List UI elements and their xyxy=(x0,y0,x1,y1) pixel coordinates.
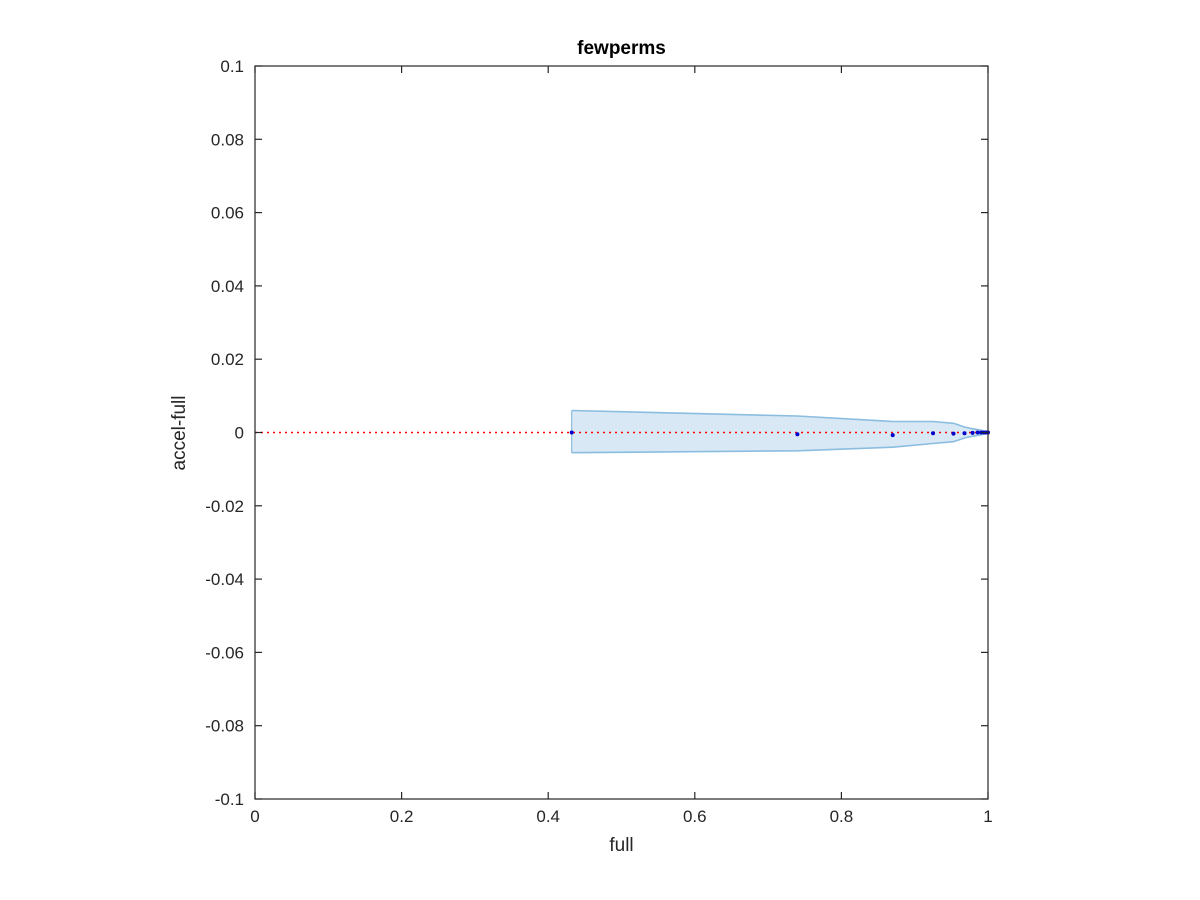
y-tick-label: 0.04 xyxy=(211,277,244,296)
y-tick-label: 0.08 xyxy=(211,130,244,149)
x-tick-label: 0.8 xyxy=(830,807,854,826)
y-tick-label: -0.02 xyxy=(205,497,244,516)
data-point xyxy=(569,430,574,435)
x-tick-label: 0.4 xyxy=(536,807,560,826)
data-point xyxy=(970,430,975,435)
data-point xyxy=(975,430,980,435)
y-axis-label: accel-full xyxy=(169,396,190,471)
y-axis: 0.1 0.08 0.06 0.04 0.02 0 -0.02 -0.04 -0.06 -0.08… xyxy=(205,57,988,809)
y-tick-label: 0.06 xyxy=(211,204,244,223)
y-tick-label: -0.08 xyxy=(205,717,244,736)
x-tick-label: 1 xyxy=(983,807,992,826)
y-tick-label: -0.04 xyxy=(205,570,244,589)
data-point xyxy=(890,433,895,438)
y-tick-label: -0.06 xyxy=(205,643,244,662)
y-tick-label: 0.02 xyxy=(211,350,244,369)
y-tick-label: 0.1 xyxy=(220,57,244,76)
x-tick-label: 0.2 xyxy=(390,807,414,826)
y-tick-label: -0.1 xyxy=(215,790,244,809)
x-axis: 0 0.2 0.4 0.6 0.8 1 xyxy=(250,66,993,826)
x-tick-label: 0.6 xyxy=(683,807,707,826)
x-axis-label: full xyxy=(609,835,633,856)
data-point xyxy=(962,431,967,436)
chart-title: fewperms xyxy=(577,38,666,59)
data-point xyxy=(951,431,956,436)
y-tick-label: 0 xyxy=(235,424,244,443)
data-point xyxy=(795,432,800,437)
data-point xyxy=(931,431,935,436)
points-layer xyxy=(569,430,990,438)
x-tick-label: 0 xyxy=(250,807,259,826)
